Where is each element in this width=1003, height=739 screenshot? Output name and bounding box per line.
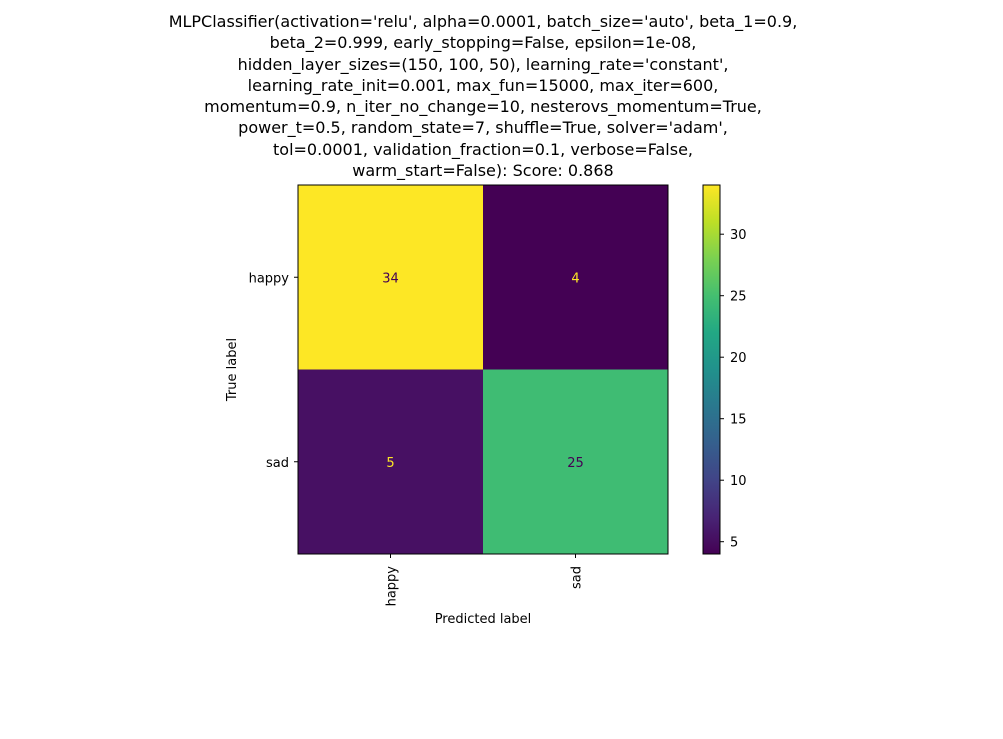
chart-title: MLPClassifier(activation='relu', alpha=0… [0,11,966,181]
cell-value-label: 25 [567,456,584,471]
matrix-cell [298,185,484,370]
chart-title-line: tol=0.0001, validation_fraction=0.1, ver… [273,139,693,159]
chart-title-line: momentum=0.9, n_iter_no_change=10, neste… [204,97,762,117]
colorbar-tick-label: 30 [730,228,747,243]
matrix-frame [297,184,669,555]
colorbar-tick-label: 10 [730,474,747,489]
chart-title-line: power_t=0.5, random_state=7, shuffle=Tru… [238,118,728,138]
cell-value-label: 5 [386,456,394,471]
chart-title-line: MLPClassifier(activation='relu', alpha=0… [168,12,798,31]
chart-title-line: hidden_layer_sizes=(150, 100, 50), learn… [237,54,729,74]
colorbar-tick-label: 15 [730,413,747,428]
y-axis-label: True label [225,338,240,402]
colorbar-ticks: 5 10 15 20 25 30 [720,228,747,551]
y-axis: happy sad [249,271,298,471]
y-tick-label: sad [266,456,289,471]
colorbar-frame [702,184,721,555]
x-axis-label: Predicted label [435,612,532,627]
x-tick-label: happy [385,566,400,607]
cell-value-labels: 34 4 5 25 [382,271,584,471]
matrix-cell [483,369,669,555]
matrix-cell [483,185,669,370]
y-tick-label: happy [249,271,290,286]
chart-title-line: beta_2=0.999, early_stopping=False, epsi… [269,33,697,53]
matrix-cells [298,185,669,555]
chart-title-line: learning_rate_init=0.001, max_fun=15000,… [247,75,719,95]
x-tick-label: sad [570,566,585,589]
matrix-cell [298,369,484,555]
cell-value-label: 34 [382,271,399,286]
colorbar: 5 10 15 20 25 30 [702,184,747,555]
x-axis: happy sad [385,554,585,606]
colorbar-tick-label: 5 [730,536,738,551]
colorbar-tick-label: 25 [730,290,747,305]
cell-value-label: 4 [571,271,579,286]
chart-title-line: warm_start=False): Score: 0.868 [352,161,614,181]
colorbar-gradient [703,185,720,554]
colorbar-tick-label: 20 [730,351,747,366]
